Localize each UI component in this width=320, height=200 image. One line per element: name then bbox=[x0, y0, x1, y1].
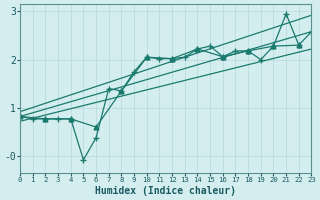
X-axis label: Humidex (Indice chaleur): Humidex (Indice chaleur) bbox=[95, 186, 236, 196]
